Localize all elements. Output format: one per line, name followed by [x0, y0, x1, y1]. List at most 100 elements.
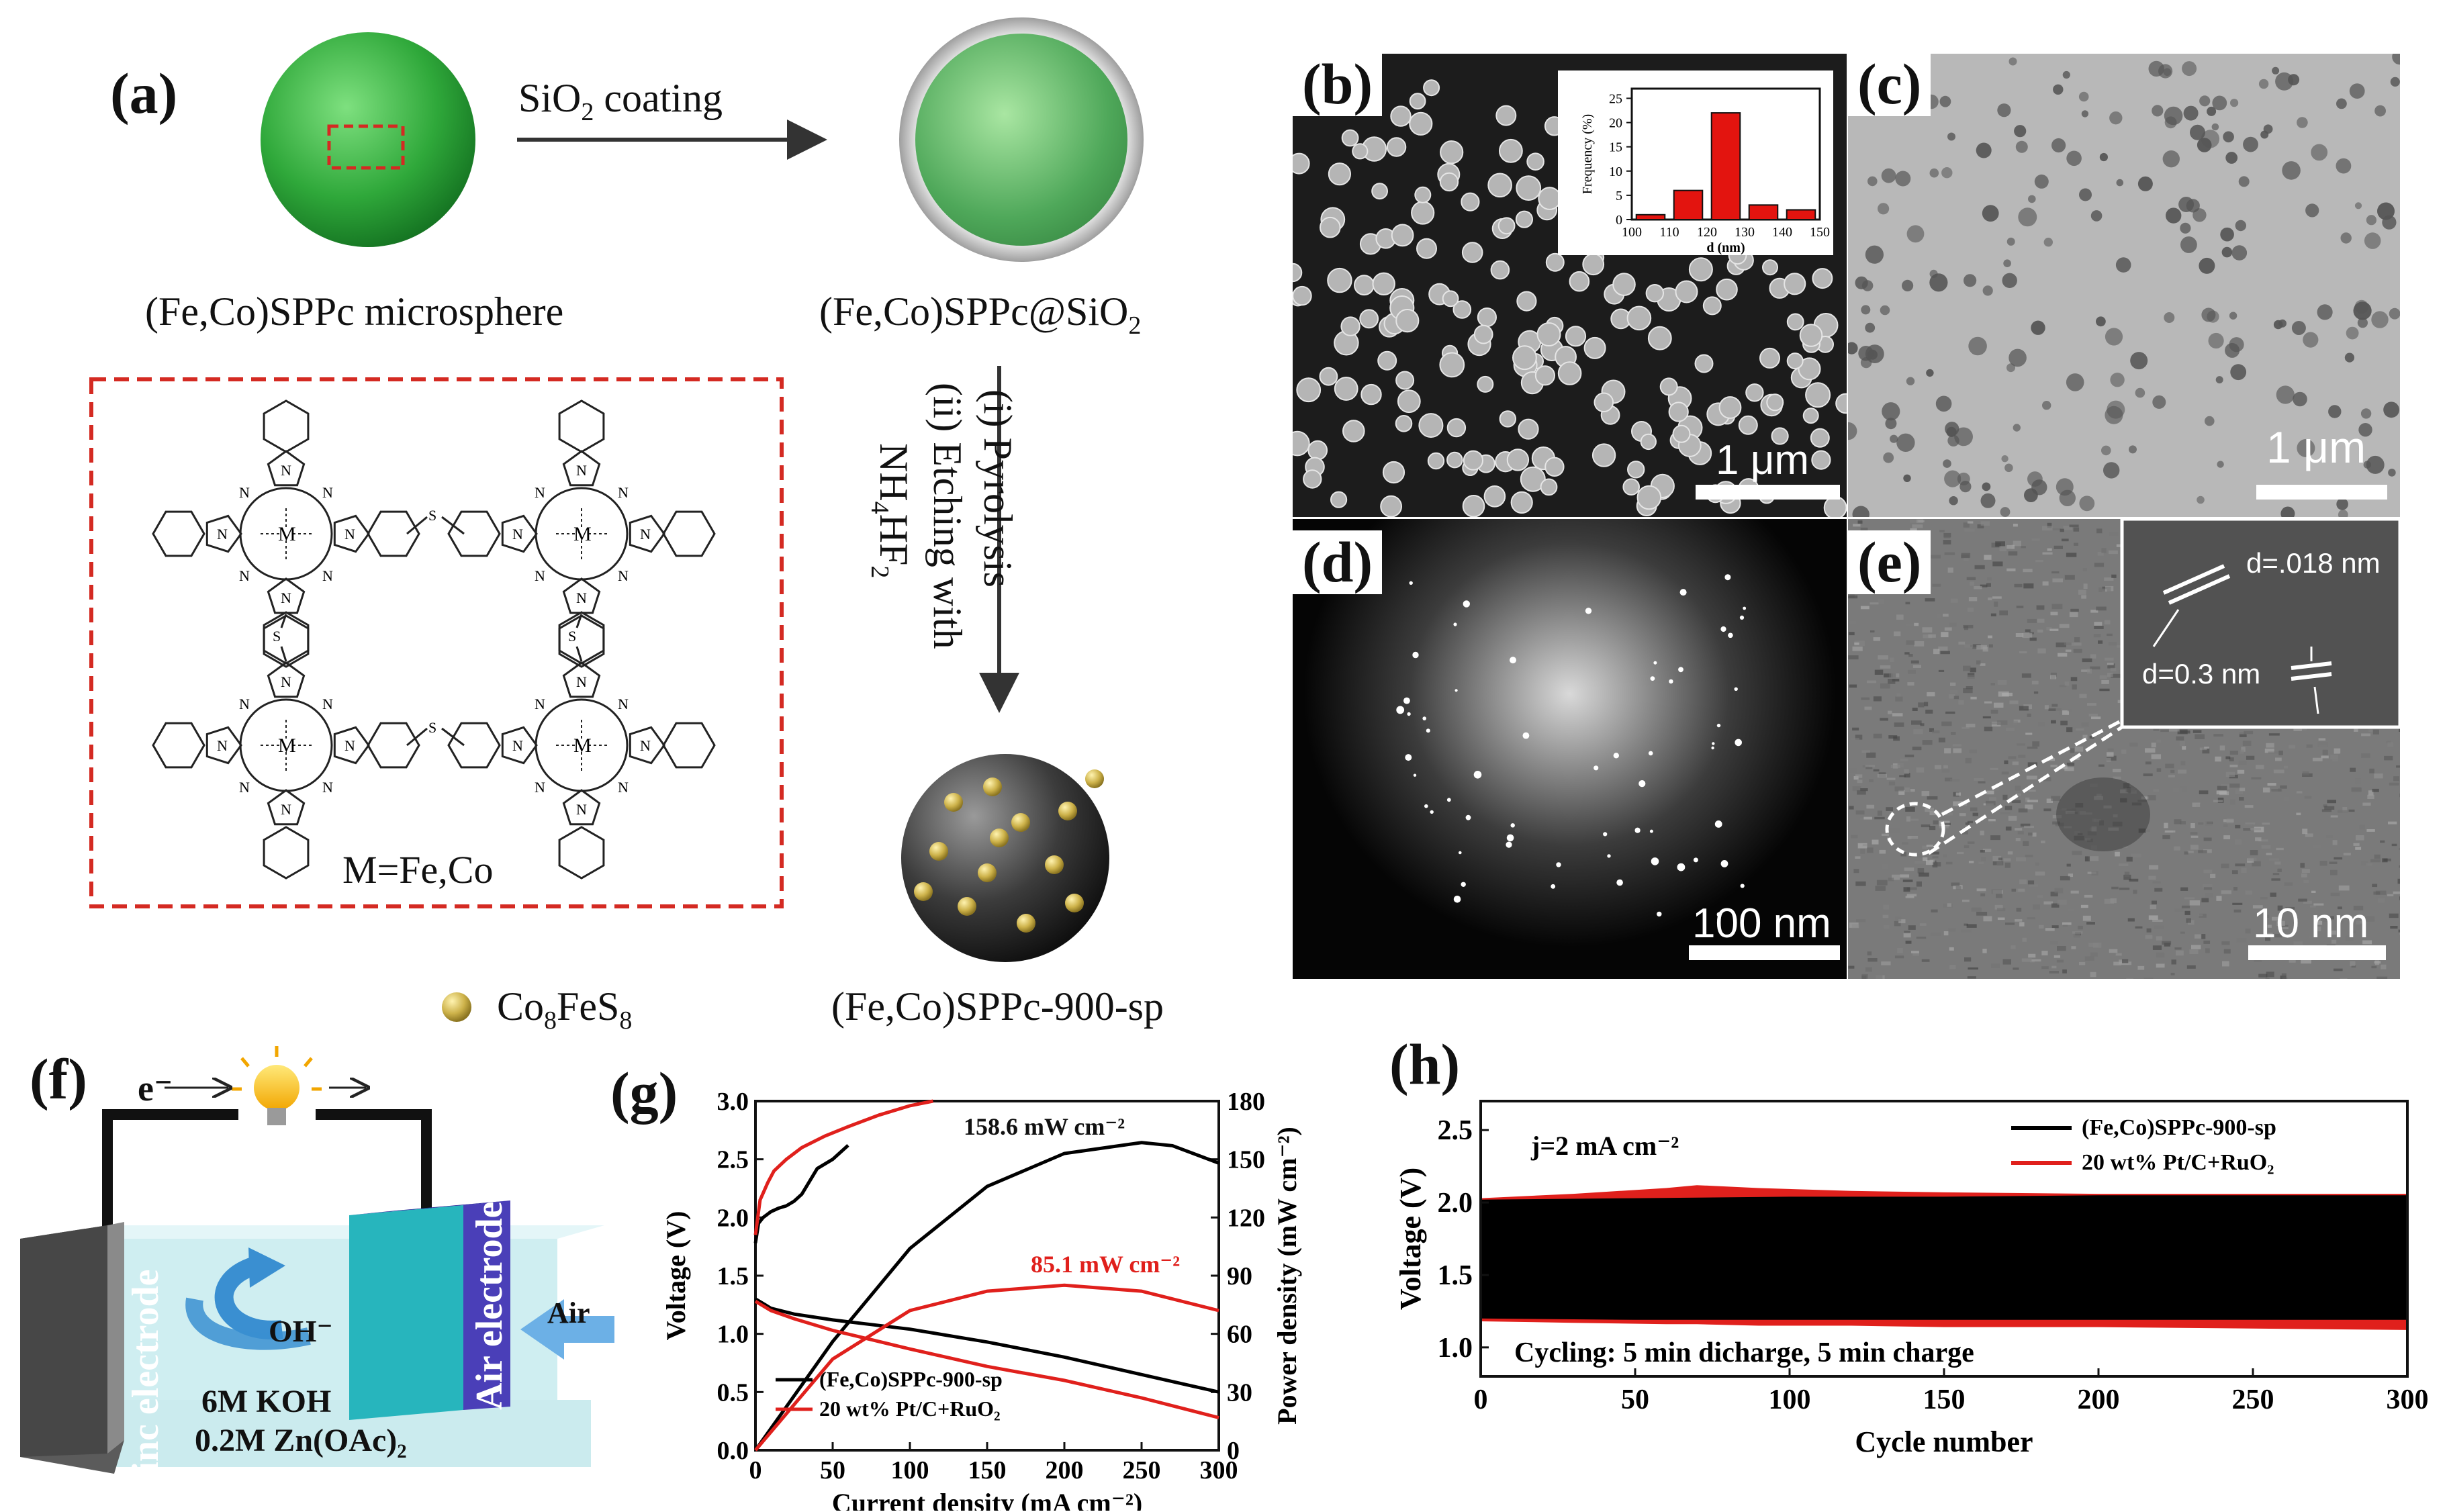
lattice-speck — [2306, 853, 2311, 857]
lattice-speck — [1892, 673, 1900, 677]
lattice-speck — [1963, 665, 1971, 671]
lattice-speck — [1980, 521, 1990, 526]
lattice-speck — [1988, 597, 1992, 601]
lattice-speck — [2393, 891, 2400, 894]
lattice-speck — [1865, 967, 1872, 972]
sem-particle — [1636, 485, 1662, 510]
lattice-speck — [1963, 624, 1974, 628]
tem-particle — [2225, 152, 2238, 164]
bright-spot — [1657, 911, 1662, 917]
lattice-speck — [1943, 532, 1951, 538]
lattice-speck — [2154, 888, 2163, 892]
lattice-speck — [1953, 748, 1962, 753]
lattice-speck — [2088, 943, 2099, 947]
lattice-speck — [2274, 861, 2281, 865]
lattice-speck — [1998, 857, 2002, 861]
lattice-speck — [1866, 752, 1876, 758]
lattice-speck — [2079, 961, 2086, 965]
lattice-speck — [2229, 799, 2235, 805]
lattice-speck — [2129, 878, 2139, 882]
lattice-speck — [1982, 647, 1988, 652]
tem-particle — [2031, 320, 2045, 335]
tem-particle — [2230, 99, 2239, 107]
lattice-speck — [2221, 941, 2230, 945]
reagent-label: NH4HF2 — [866, 443, 916, 579]
lattice-speck — [2143, 773, 2153, 777]
lattice-speck — [2276, 847, 2284, 851]
zoom-box — [327, 124, 405, 170]
lattice-speck — [2219, 745, 2225, 751]
peak-annotation-red: 85.1 mW cm⁻² — [1031, 1251, 1180, 1278]
lattice-speck — [2122, 959, 2129, 963]
lattice-speck — [1880, 665, 1891, 669]
y-tick-label: 1.5 — [1438, 1260, 1473, 1291]
lattice-speck — [1860, 788, 1868, 792]
lattice-speck — [1889, 673, 1896, 677]
tem-particle — [2116, 179, 2124, 187]
sem-particle — [1784, 273, 1806, 295]
lattice-speck — [2126, 857, 2133, 862]
x-tick-label: 150 — [968, 1456, 1007, 1484]
lattice-speck — [1957, 851, 1964, 855]
lattice-speck — [2145, 748, 2156, 753]
lattice-speck — [1852, 727, 1859, 730]
panel-label-h: (h) — [1380, 1033, 1470, 1096]
lattice-speck — [2099, 675, 2107, 679]
sem-particle — [1446, 451, 1463, 469]
lattice-speck — [2205, 821, 2213, 826]
tem-particle — [2183, 105, 2199, 121]
lattice-speck — [2275, 757, 2282, 761]
lattice-speck — [2353, 906, 2364, 910]
lattice-speck — [1906, 640, 1915, 645]
lattice-speck — [2305, 833, 2313, 837]
sem-particle — [1612, 273, 1636, 296]
lattice-speck — [2057, 899, 2067, 905]
tem-particle — [1890, 434, 1898, 443]
lattice-speck — [2201, 898, 2209, 902]
lattice-speck — [2105, 657, 2114, 661]
lattice-speck — [1964, 845, 1970, 849]
lattice-speck — [1884, 822, 1893, 825]
lattice-speck — [2035, 559, 2043, 563]
series-line — [754, 1297, 1219, 1394]
lattice-speck — [1990, 722, 2000, 725]
lattice-speck — [2186, 918, 2191, 923]
lattice-speck — [2060, 876, 2070, 881]
lattice-speck — [2072, 684, 2077, 690]
lattice-speck — [2280, 785, 2287, 789]
lattice-speck — [1905, 624, 1916, 626]
lattice-speck — [1888, 878, 1894, 882]
y-tick-label: 2.5 — [1438, 1115, 1473, 1146]
bright-spot — [1459, 851, 1462, 855]
lattice-speck — [2016, 888, 2025, 892]
lattice-speck — [1930, 933, 1941, 937]
lattice-speck — [2050, 892, 2058, 897]
lattice-speck — [1986, 583, 1991, 587]
lattice-speck — [1977, 524, 1984, 528]
lattice-speck — [2004, 806, 2013, 810]
lattice-speck — [2337, 919, 2344, 924]
lattice-speck — [1996, 894, 2002, 898]
lattice-speck — [2104, 577, 2114, 581]
nitrogen-symbol: N — [239, 484, 250, 501]
lattice-speck — [2334, 748, 2341, 754]
lattice-speck — [2152, 881, 2161, 884]
lattice-speck — [2399, 847, 2400, 851]
tem-particle — [2053, 84, 2064, 95]
lattice-speck — [1888, 679, 1896, 684]
lattice-speck — [2315, 920, 2323, 925]
lattice-speck — [1890, 765, 1900, 768]
lattice-speck — [1882, 914, 1889, 918]
lattice-speck — [1997, 908, 2006, 912]
lattice-speck — [1951, 882, 1960, 886]
lattice-speck — [2145, 761, 2152, 765]
bright-spot — [1453, 622, 1457, 626]
nitrogen-symbol: N — [344, 737, 355, 754]
tem-particle — [2211, 123, 2219, 131]
tem-particle — [2258, 79, 2269, 89]
pyrrole-ring — [562, 450, 601, 487]
panel-label-a: (a) — [101, 62, 187, 126]
size-histogram: 0 5 10 15 20 25 100 110 120 130 140 150 d (nm) Freque… — [1558, 70, 1833, 255]
lattice-speck — [2090, 610, 2098, 613]
lattice-speck — [1966, 686, 1973, 690]
